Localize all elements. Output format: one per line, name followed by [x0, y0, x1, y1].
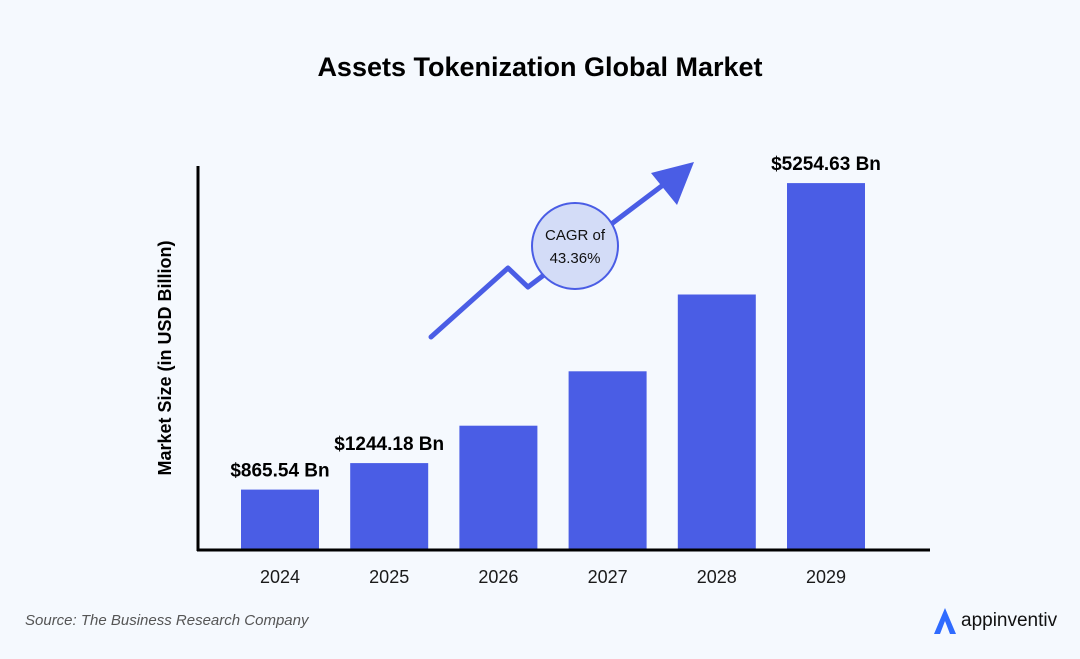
data-label-2025: $1244.18 Bn [334, 434, 444, 455]
chart-title: Assets Tokenization Global Market [317, 52, 762, 82]
data-label-2029: $5254.63 Bn [771, 154, 881, 175]
cagr-circle [531, 202, 619, 290]
bar-2026 [459, 425, 538, 550]
brand-name: appinventiv [961, 610, 1058, 631]
x-tick-2028: 2028 [697, 567, 737, 587]
cagr-label: CAGR of [545, 227, 606, 244]
x-tick-2026: 2026 [478, 567, 518, 587]
bars [241, 183, 865, 550]
bar-2025 [350, 463, 429, 550]
bar-2024 [241, 489, 319, 550]
x-tick-2027: 2027 [588, 567, 628, 587]
x-tick-2029: 2029 [806, 567, 846, 587]
bar-2028 [677, 294, 756, 550]
brand-logo: appinventiv [932, 606, 1057, 636]
data-label-2024: $865.54 Bn [230, 461, 329, 482]
bar-labels: $865.54 Bn$1244.18 Bn $5254.63 Bn [230, 154, 881, 482]
appinventiv-logo-icon [934, 608, 956, 634]
y-axis-label: Market Size (in USD Billion) [155, 240, 175, 475]
x-tick-2025: 2025 [369, 567, 409, 587]
x-tick-labels: 2024 2025 2026 2027 2028 2029 [260, 567, 846, 587]
bar-2029 [787, 183, 865, 550]
bar-2027 [568, 371, 647, 550]
x-tick-2024: 2024 [260, 567, 300, 587]
growth-arrow-head [651, 162, 694, 205]
source-note: Source: The Business Research Company [25, 612, 309, 629]
cagr-value: 43.36% [550, 250, 601, 267]
cagr-badge: CAGR of 43.36% [531, 202, 619, 290]
